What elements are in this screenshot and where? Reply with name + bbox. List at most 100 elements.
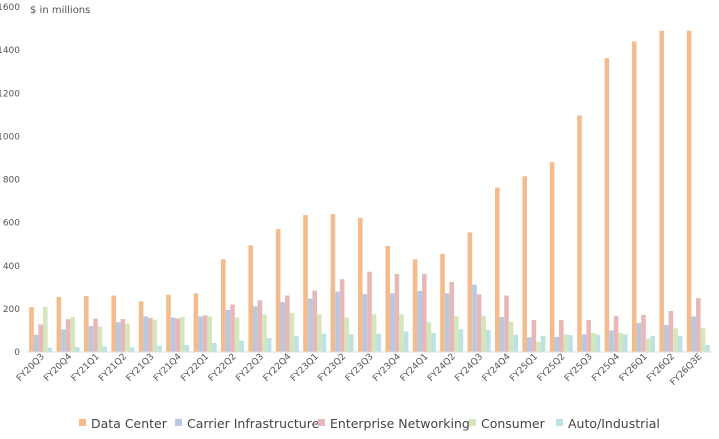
x-tick-label: FY25Q2	[536, 352, 568, 384]
bar	[390, 293, 395, 352]
bar	[673, 328, 678, 352]
bar	[700, 328, 706, 352]
legend-label: Consumer	[481, 416, 546, 431]
bar	[193, 293, 199, 352]
bar	[212, 342, 217, 352]
bar	[581, 334, 587, 352]
y-tick-label: 200	[3, 305, 20, 315]
bar	[527, 337, 532, 352]
x-tick-label: FY23Q1	[289, 352, 321, 384]
x-tick-label: FY21Q4	[152, 352, 184, 384]
bar	[467, 232, 473, 352]
x-tick-label: FY26Q1	[618, 352, 650, 384]
bar	[641, 314, 646, 352]
bar-groups	[29, 30, 710, 353]
bar	[636, 322, 642, 352]
bar	[225, 309, 231, 352]
bar	[70, 317, 75, 352]
bar	[586, 320, 591, 352]
bar	[513, 334, 518, 352]
bar	[184, 345, 190, 352]
bar	[696, 298, 701, 352]
x-tick-label: FY25Q1	[508, 352, 540, 384]
legend-swatch	[175, 419, 182, 426]
bar	[444, 293, 450, 352]
bar	[659, 30, 664, 352]
x-tick-label: FY20Q4	[42, 352, 74, 384]
bar	[344, 317, 349, 352]
bar	[43, 306, 48, 352]
bar	[431, 333, 436, 352]
bar	[563, 334, 569, 352]
bar	[403, 331, 409, 352]
bar	[166, 294, 171, 352]
bar	[677, 335, 683, 352]
bar	[180, 317, 185, 352]
bar	[618, 333, 623, 352]
bar	[686, 30, 692, 352]
x-tick-label: FY25Q4	[590, 352, 622, 384]
bar	[312, 290, 317, 352]
bar	[417, 290, 422, 352]
y-tick-label: 600	[3, 219, 20, 229]
x-tick-label: FY25Q3	[563, 352, 595, 384]
y-tick-label: 1400	[0, 46, 20, 56]
bar	[531, 320, 537, 352]
x-tick-label: FY22Q3	[234, 352, 266, 384]
bar	[125, 323, 130, 352]
bar	[595, 334, 601, 352]
bar	[339, 279, 345, 352]
x-tick-label: FY23Q3	[344, 352, 376, 384]
bar	[399, 314, 404, 352]
bar	[152, 319, 158, 352]
bar	[536, 341, 541, 352]
bar	[84, 295, 89, 352]
bar	[495, 187, 500, 352]
x-tick-label: FY21Q1	[70, 352, 102, 384]
bar	[202, 315, 208, 352]
bar	[632, 41, 637, 352]
bar	[549, 162, 555, 352]
x-tick-label: FY22Q2	[207, 352, 239, 384]
bar	[148, 317, 153, 352]
bar	[294, 335, 299, 352]
bar	[664, 325, 669, 352]
x-tick-label: FY21Q3	[125, 352, 157, 384]
bar	[307, 298, 313, 352]
legend-label: Auto/Industrial	[568, 416, 660, 431]
bar	[449, 281, 454, 352]
bar	[668, 311, 674, 352]
bar	[266, 337, 272, 352]
bar	[102, 346, 107, 352]
bar	[157, 345, 162, 352]
bar	[559, 320, 564, 352]
bar	[376, 333, 381, 352]
bar	[609, 330, 614, 352]
bar	[93, 318, 98, 352]
x-axis-ticks: FY20Q3FY20Q4FY21Q1FY21Q2FY21Q3FY21Q4FY22…	[15, 352, 705, 388]
legend-label: Enterprise Networking	[330, 416, 470, 431]
legend-swatch	[79, 419, 86, 426]
bar	[508, 321, 514, 352]
bar	[170, 317, 176, 352]
bar	[422, 273, 427, 352]
bar	[645, 338, 651, 352]
x-tick-label: FY21Q2	[97, 352, 129, 384]
y-tick-label: 0	[14, 348, 20, 358]
bar	[385, 245, 390, 352]
bar	[47, 347, 53, 352]
bar	[330, 214, 336, 352]
legend-swatch	[318, 419, 325, 426]
bar	[230, 304, 235, 352]
x-tick-label: FY23Q4	[371, 352, 403, 384]
bar	[454, 316, 459, 352]
bar	[303, 215, 308, 352]
bar	[61, 329, 66, 352]
x-tick-label: FY22Q1	[179, 352, 211, 384]
bar	[262, 314, 267, 352]
bar	[97, 326, 103, 352]
y-tick-label: 1600	[0, 3, 20, 13]
y-axis-unit-label: $ in millions	[30, 5, 90, 16]
bar	[33, 334, 39, 352]
